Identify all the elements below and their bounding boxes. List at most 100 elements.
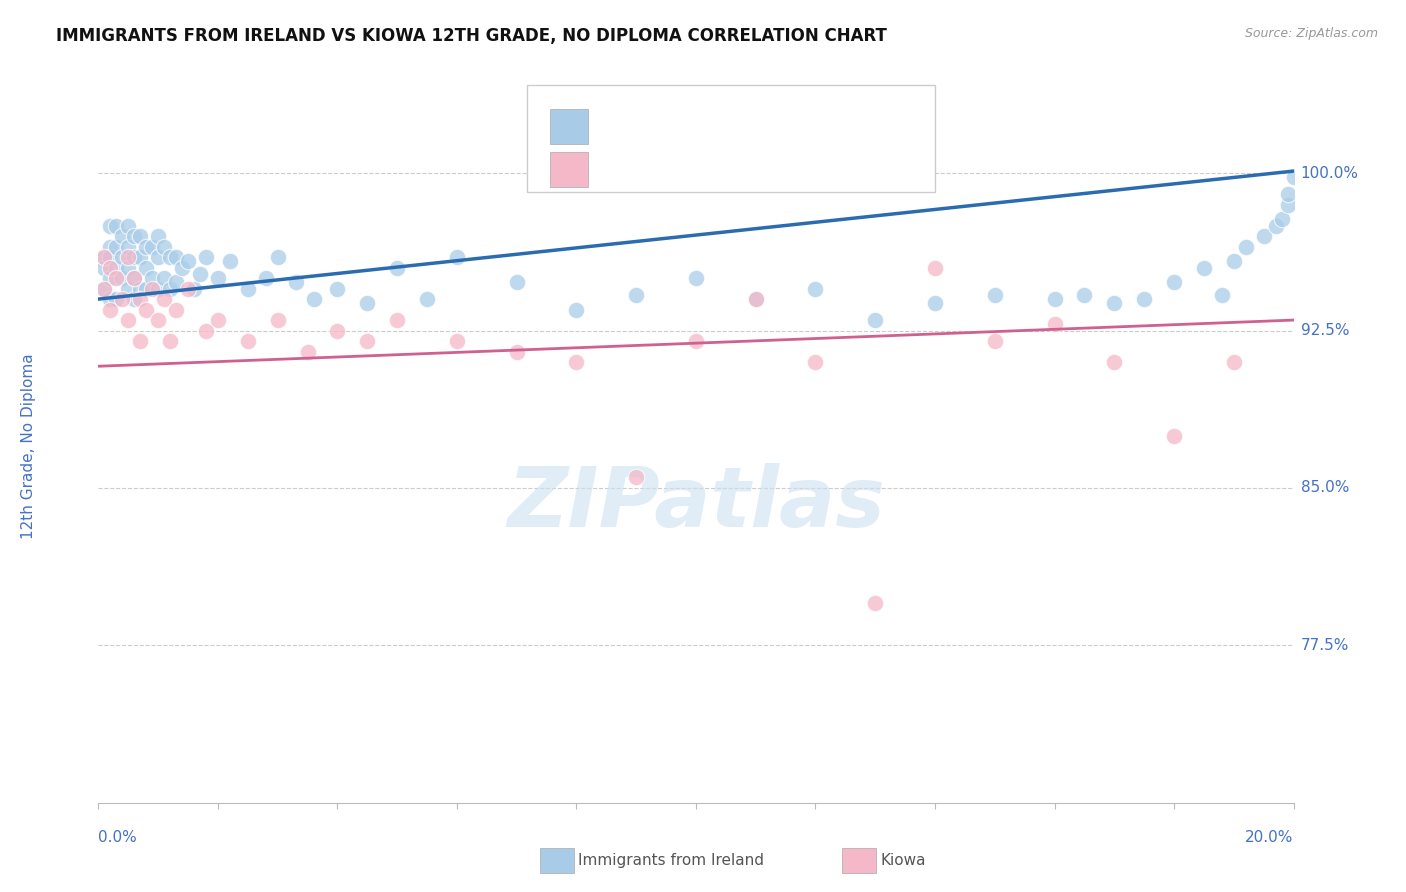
Point [385,313,409,327]
Point [1264,219,1286,233]
Point [148,250,170,264]
Point [165,275,187,289]
Point [506,275,529,289]
Point [565,355,588,369]
Text: Immigrants from Ireland: Immigrants from Ireland [578,854,763,868]
Point [148,282,170,296]
Point [254,271,277,285]
Point [219,254,242,268]
Point [135,260,157,275]
Point [446,334,468,348]
Point [141,239,163,253]
Point [124,271,146,285]
Point [129,282,152,296]
Point [326,282,349,296]
Point [207,271,229,285]
Point [98,271,122,285]
Text: 100.0%: 100.0% [1301,166,1358,181]
Point [506,344,529,359]
Text: R = 0.187   N =  81: R = 0.187 N = 81 [600,118,776,136]
Text: R = 0.108   N =  40: R = 0.108 N = 40 [600,161,776,178]
Point [117,313,139,327]
Point [135,282,157,296]
Point [117,260,139,275]
Point [1192,260,1215,275]
Point [446,250,468,264]
Text: 20.0%: 20.0% [1246,830,1294,845]
Point [98,260,122,275]
Point [93,250,115,264]
Point [1104,355,1126,369]
Point [124,229,146,244]
Point [804,282,827,296]
Point [105,239,128,253]
Point [865,313,887,327]
Point [326,324,349,338]
Point [177,254,200,268]
Point [117,219,139,233]
Point [124,292,146,306]
Point [924,260,946,275]
Point [93,282,115,296]
Point [129,292,152,306]
Text: 12th Grade, No Diploma: 12th Grade, No Diploma [21,353,35,539]
Point [236,334,259,348]
Text: 0.0%: 0.0% [98,830,138,845]
Point [111,250,134,264]
Point [153,271,176,285]
Point [105,271,128,285]
Point [183,282,205,296]
Point [356,296,378,310]
Point [105,219,128,233]
Point [1271,212,1294,227]
Point [356,334,378,348]
Point [159,334,181,348]
Point [172,260,194,275]
Point [117,282,139,296]
Point [745,292,768,306]
Point [129,334,152,348]
Text: IMMIGRANTS FROM IRELAND VS KIOWA 12TH GRADE, NO DIPLOMA CORRELATION CHART: IMMIGRANTS FROM IRELAND VS KIOWA 12TH GR… [56,27,887,45]
Point [267,313,290,327]
Point [236,282,259,296]
Point [565,302,588,317]
Point [141,271,163,285]
Point [135,302,157,317]
Point [804,355,827,369]
Text: 85.0%: 85.0% [1301,481,1348,495]
Point [207,313,229,327]
Text: 77.5%: 77.5% [1301,638,1348,653]
Point [416,292,439,306]
Point [124,250,146,264]
Point [148,313,170,327]
Point [924,296,946,310]
Point [1133,292,1156,306]
Point [165,302,187,317]
Point [141,282,163,296]
Point [267,250,290,264]
Point [1163,428,1185,442]
Point [1282,170,1305,185]
Point [297,344,319,359]
Point [685,271,707,285]
Point [983,288,1005,302]
Point [1043,318,1066,332]
Point [188,267,211,281]
Point [129,250,152,264]
Point [124,271,146,285]
Point [624,288,647,302]
Point [159,250,181,264]
Point [385,260,409,275]
Text: Kiowa: Kiowa [880,854,925,868]
Point [284,275,307,289]
Point [983,334,1005,348]
Point [111,229,134,244]
Text: ZIPatlas: ZIPatlas [508,463,884,543]
Point [685,334,707,348]
Point [153,292,176,306]
Point [1073,288,1095,302]
Point [111,292,134,306]
Point [93,282,115,296]
Point [165,250,187,264]
Point [159,282,181,296]
